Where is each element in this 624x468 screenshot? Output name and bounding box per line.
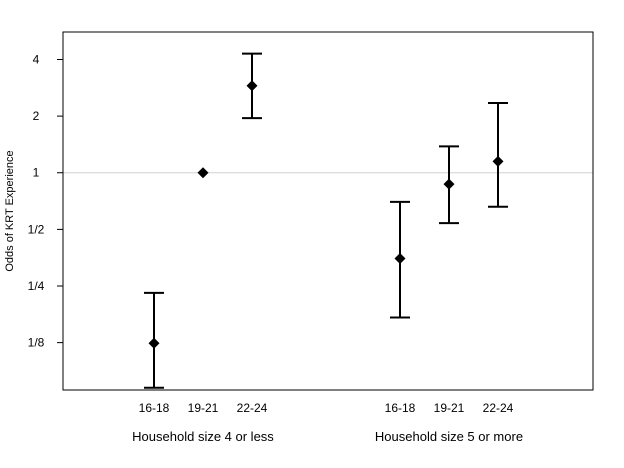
chart-marks (144, 52, 508, 389)
y-tick-label: 4 (33, 52, 40, 66)
x-category-label: 16-18 (385, 401, 416, 415)
y-axis-title: Odds of KRT Experience (4, 150, 16, 271)
x-category-label: 19-21 (434, 401, 465, 415)
estimate-point (492, 155, 504, 167)
y-tick-label: 2 (33, 109, 40, 123)
estimate-point (394, 253, 406, 265)
estimate-point (197, 167, 209, 179)
plot-frame (62, 31, 594, 391)
x-category-label: 16-18 (139, 401, 170, 415)
estimate-point (148, 337, 160, 349)
x-group-label: Household size 4 or less (132, 429, 274, 444)
x-category-label: 22-24 (483, 401, 514, 415)
estimate-point (443, 178, 455, 190)
y-tick-label: 1/4 (28, 279, 45, 293)
y-tick-label: 1/2 (28, 222, 45, 236)
y-tick-label: 1/8 (28, 336, 45, 350)
y-tick-label: 1 (33, 166, 40, 180)
x-axis-labels: 16-18 19-21 22-24 Household size 4 or less 1… (132, 401, 523, 444)
x-group-label: Household size 5 or more (375, 429, 523, 444)
y-axis: 1/8 1/4 1/2 1 2 4 (28, 32, 64, 390)
x-category-label: 22-24 (237, 401, 268, 415)
estimate-point (246, 80, 258, 92)
x-category-label: 19-21 (188, 401, 219, 415)
